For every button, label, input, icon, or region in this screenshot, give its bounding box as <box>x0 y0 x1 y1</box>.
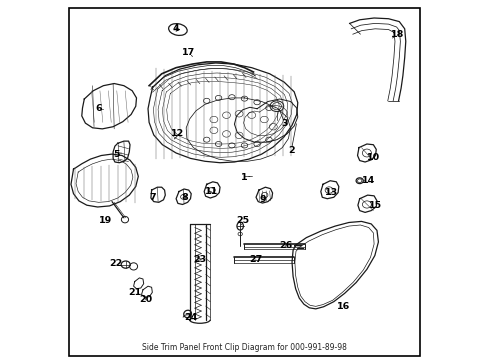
Text: 16: 16 <box>336 302 349 311</box>
Text: 22: 22 <box>109 259 122 268</box>
Text: 14: 14 <box>361 176 375 185</box>
Text: 2: 2 <box>287 146 294 155</box>
Text: 7: 7 <box>149 194 155 202</box>
Text: Side Trim Panel Front Clip Diagram for 000-991-89-98: Side Trim Panel Front Clip Diagram for 0… <box>142 343 346 352</box>
Text: 11: 11 <box>204 187 218 196</box>
Text: 13: 13 <box>325 188 338 197</box>
Text: 9: 9 <box>260 195 266 204</box>
Text: 12: 12 <box>171 129 184 138</box>
Text: 5: 5 <box>113 150 120 159</box>
Text: 19: 19 <box>99 216 112 225</box>
Text: 23: 23 <box>193 256 205 264</box>
Text: 17: 17 <box>182 48 195 57</box>
Text: 26: 26 <box>279 241 292 250</box>
Text: 8: 8 <box>182 194 188 202</box>
Text: 10: 10 <box>366 153 379 162</box>
Text: 25: 25 <box>236 216 249 225</box>
Text: 21: 21 <box>128 288 142 297</box>
Text: 20: 20 <box>139 295 152 304</box>
Text: 6: 6 <box>95 104 102 113</box>
Text: 24: 24 <box>184 313 198 322</box>
Text: 4: 4 <box>172 24 178 33</box>
Text: 1: 1 <box>241 173 247 181</box>
Text: 3: 3 <box>281 118 287 127</box>
Text: 15: 15 <box>368 202 382 210</box>
Text: 18: 18 <box>390 30 404 39</box>
Text: 27: 27 <box>249 256 262 264</box>
